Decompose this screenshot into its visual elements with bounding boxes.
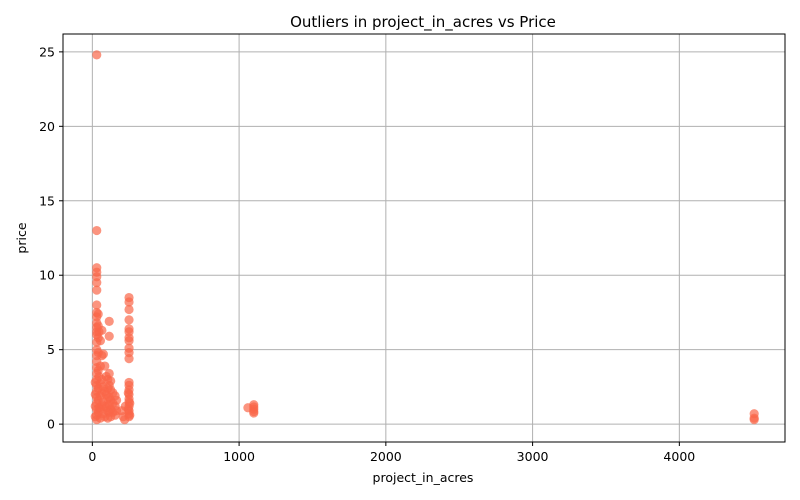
data-point bbox=[92, 278, 102, 288]
data-point bbox=[124, 336, 134, 346]
grid-lines bbox=[63, 34, 785, 442]
plot-frame bbox=[62, 33, 786, 443]
x-tick-label: 0 bbox=[88, 449, 96, 464]
data-point bbox=[124, 354, 134, 364]
x-axis-ticks: 0 1000 2000 3000 4000 bbox=[88, 442, 695, 464]
y-tick-label: 0 bbox=[47, 417, 55, 432]
data-point bbox=[92, 225, 102, 236]
data-point bbox=[104, 368, 114, 379]
data-point bbox=[125, 398, 135, 408]
y-tick-label: 25 bbox=[39, 44, 55, 59]
data-point bbox=[749, 415, 759, 425]
x-tick-label: 2000 bbox=[370, 449, 402, 464]
data-point bbox=[104, 331, 114, 341]
data-point bbox=[92, 300, 102, 310]
data-point bbox=[111, 395, 122, 405]
data-point bbox=[95, 336, 106, 346]
x-tick-label: 3000 bbox=[517, 449, 549, 464]
data-point bbox=[104, 316, 114, 326]
chart-title: Outliers in project_in_acres vs Price bbox=[290, 13, 556, 32]
x-tick-label: 4000 bbox=[663, 449, 695, 464]
data-point bbox=[92, 50, 102, 60]
data-point bbox=[100, 361, 110, 371]
data-point bbox=[97, 325, 107, 335]
data-point bbox=[125, 410, 135, 420]
data-point bbox=[123, 388, 133, 398]
data-point bbox=[124, 297, 134, 307]
y-axis-ticks: 0 5 10 15 20 25 bbox=[39, 44, 63, 432]
y-tick-label: 10 bbox=[39, 268, 55, 283]
y-tick-label: 15 bbox=[39, 193, 55, 208]
y-tick-label: 20 bbox=[39, 119, 55, 134]
x-axis-label: project_in_acres bbox=[373, 470, 474, 485]
data-point bbox=[249, 408, 259, 418]
data-point bbox=[98, 349, 108, 359]
data-point bbox=[124, 315, 134, 325]
data-points bbox=[90, 50, 759, 425]
x-tick-label: 1000 bbox=[223, 449, 255, 464]
data-point bbox=[124, 304, 134, 315]
data-point bbox=[93, 309, 103, 319]
data-point bbox=[92, 285, 102, 295]
y-axis-label: price bbox=[14, 222, 29, 253]
y-tick-label: 5 bbox=[47, 342, 55, 357]
data-point bbox=[106, 376, 116, 386]
